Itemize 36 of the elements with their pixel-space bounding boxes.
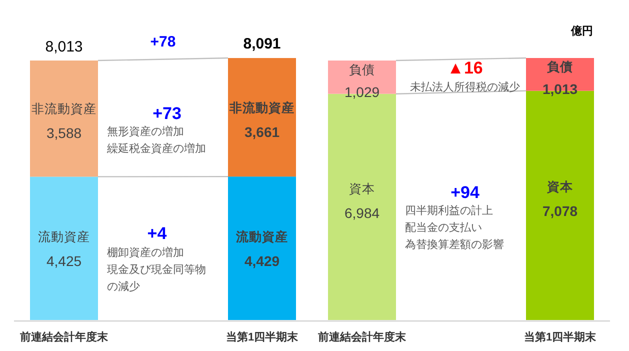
x-tick-label: 当第1四半期末 bbox=[524, 332, 596, 344]
annotation: +73 bbox=[152, 103, 182, 124]
text: 資本 bbox=[547, 180, 573, 194]
annotation: 未払法人所得税の減少 bbox=[409, 80, 521, 95]
series-label: 資本 bbox=[349, 182, 375, 196]
text: 流動資産 bbox=[236, 230, 288, 244]
total-label: 8,013 bbox=[45, 38, 83, 56]
text: +78 bbox=[150, 34, 176, 50]
series-label: 負債 bbox=[349, 62, 375, 76]
data-label: 1,013 bbox=[542, 80, 578, 97]
annotation: 繰延税金資産の増加 bbox=[107, 142, 207, 157]
annotation: 無形資産の増加 bbox=[107, 124, 185, 140]
x-tick-label: 前連結会計年度末 bbox=[318, 332, 406, 344]
data-label: 6,984 bbox=[344, 204, 380, 221]
data-label: 4,425 bbox=[46, 252, 82, 269]
text: 億円 bbox=[571, 26, 593, 38]
data-label: 1,029 bbox=[344, 84, 380, 100]
total-label: 8,091 bbox=[243, 36, 281, 53]
data-label: 3,588 bbox=[46, 125, 82, 142]
annotation: 為替換算差額の影響 bbox=[405, 238, 505, 254]
x-tick-label: 当第1四半期末 bbox=[226, 332, 298, 344]
text: 負債 bbox=[547, 60, 573, 74]
data-label: 4,429 bbox=[244, 252, 280, 269]
series-label: 非流動資産 bbox=[32, 102, 96, 116]
text: 非流動資産 bbox=[230, 100, 294, 115]
data-label: 3,661 bbox=[244, 124, 280, 140]
x-tick-label: 前連結会計年度末 bbox=[20, 332, 108, 344]
annotation: 棚卸資産の増加 bbox=[107, 246, 185, 261]
annotation: +94 bbox=[450, 183, 480, 204]
annotation: 現金及び現金同等物の減少 bbox=[107, 263, 207, 296]
annotation: 配当金の支払い bbox=[405, 221, 483, 237]
data-label: 7,078 bbox=[542, 203, 578, 220]
annotation: 四半期利益の計上 bbox=[405, 204, 494, 220]
series-label: 流動資産 bbox=[38, 230, 90, 244]
annotation: ▲16 bbox=[446, 58, 484, 79]
annotation: +4 bbox=[146, 224, 168, 245]
